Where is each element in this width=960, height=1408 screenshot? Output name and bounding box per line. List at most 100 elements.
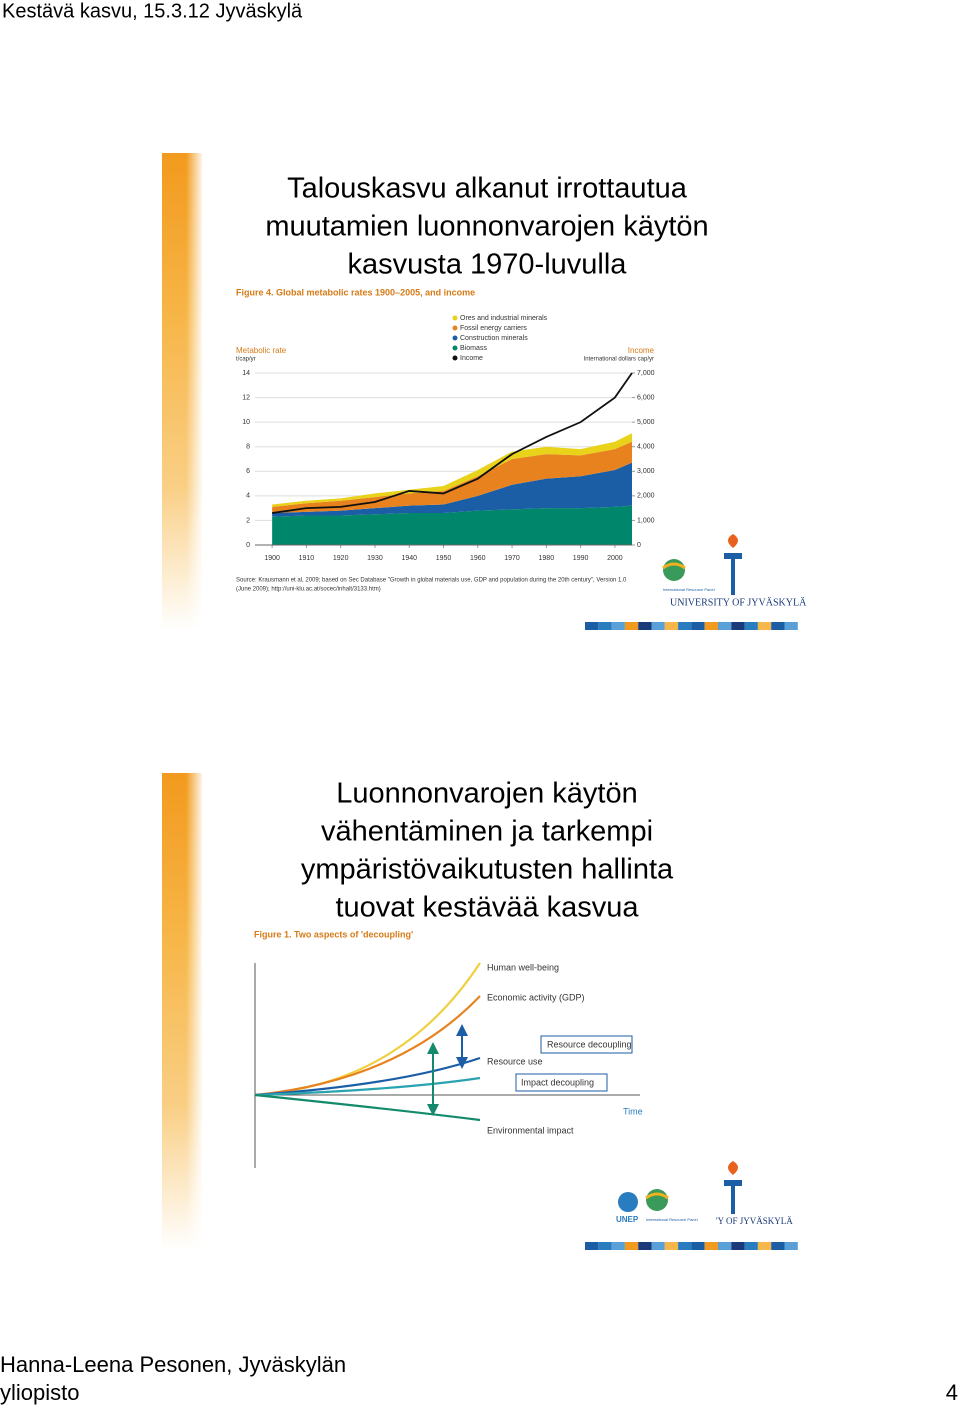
brand-block — [691, 1242, 705, 1250]
logo-torch — [731, 559, 735, 595]
decor-fade — [162, 153, 202, 630]
y2-tick-label: 3,000 — [637, 468, 655, 475]
logo-text: UNIVERSITY OF JYVÄSKYLÄ — [670, 596, 807, 608]
logo-torch — [728, 1161, 738, 1175]
brand-block — [731, 622, 745, 630]
legend-label: Income — [460, 355, 483, 362]
axis-title: Income — [628, 346, 655, 355]
brand-block — [784, 1242, 798, 1250]
brand-block — [678, 622, 692, 630]
x-tick-label: 2000 — [607, 555, 623, 562]
footer-author: Hanna-Leena Pesonen, Jyväskylän — [0, 1352, 346, 1377]
slide-title: Talouskasvu alkanut irrottautua — [287, 173, 688, 205]
legend-swatch — [452, 325, 458, 331]
logo-text: UNEP — [616, 1215, 639, 1224]
legend-swatch — [452, 335, 458, 341]
slide-title: ympäristövaikutusten hallinta — [301, 854, 674, 886]
brand-block — [744, 1242, 758, 1250]
logo-text: International Resource Panel — [646, 1217, 698, 1222]
y-tick-label: 12 — [242, 394, 250, 401]
brand-block — [771, 1242, 785, 1250]
axis-unit: International dollars cap/yr — [584, 357, 654, 363]
brand-block — [611, 1242, 625, 1250]
brand-block — [624, 1242, 639, 1250]
y2-tick-label: 5,000 — [637, 419, 655, 426]
brand-block — [757, 622, 772, 630]
logo-torch — [724, 553, 742, 559]
logo-text: International Resource Panel — [663, 587, 715, 592]
y2-tick-label: 1,000 — [637, 517, 655, 524]
brand-block — [624, 622, 639, 630]
slide — [162, 153, 202, 630]
x-tick-label: 1900 — [264, 555, 280, 562]
logo-irp — [645, 1192, 669, 1200]
x-tick-label: 1970 — [504, 555, 520, 562]
legend-label: Ores and industrial minerals — [460, 315, 548, 322]
brand-block — [771, 622, 785, 630]
logo-torch — [728, 534, 738, 548]
diagram-label: Resource decoupling — [547, 1039, 632, 1049]
x-tick-label: 1930 — [367, 555, 383, 562]
slide-title: vähentäminen ja tarkempi — [321, 816, 653, 848]
y2-tick-label: 7,000 — [637, 370, 655, 377]
area — [272, 433, 632, 507]
area — [272, 462, 632, 517]
curve-impact — [254, 1076, 481, 1097]
diagram-label: Resource use — [487, 1056, 543, 1066]
legend-label: Biomass — [460, 345, 487, 352]
curve-wellbeing — [254, 962, 481, 1097]
x-tick-label: 1950 — [436, 555, 452, 562]
slide — [162, 773, 202, 1250]
area — [272, 441, 632, 514]
curve-environment — [254, 1093, 481, 1122]
y-tick-label: 4 — [246, 493, 250, 500]
decor-fade — [162, 773, 202, 1250]
brand-block — [718, 622, 732, 630]
diagram-label: Economic activity (GDP) — [487, 992, 585, 1002]
brand-block — [664, 1242, 679, 1250]
footer-author: yliopisto — [0, 1380, 79, 1405]
label-box — [515, 1073, 608, 1092]
diagram-label: Environmental impact — [487, 1125, 574, 1135]
brand-block — [598, 1242, 612, 1250]
slide-title: kasvusta 1970-luvulla — [348, 249, 628, 281]
logo-irp — [662, 562, 686, 570]
decoupling-diagram — [254, 962, 640, 1168]
header: Kestävä kasvu, 15.3.12 Jyväskylä — [2, 0, 303, 22]
logo-torch — [731, 1186, 735, 1214]
curve-gdp — [254, 995, 481, 1097]
brand-block — [638, 622, 652, 630]
x-tick-label: 1920 — [333, 555, 349, 562]
figure-caption: Figure 1. Two aspects of 'decoupling' — [254, 929, 413, 939]
x-tick-label: 1980 — [539, 555, 555, 562]
brand-block — [757, 1242, 772, 1250]
axis-unit: t/cap/yr — [236, 357, 256, 363]
slide-title: muutamien luonnonvarojen käytön — [265, 211, 708, 243]
logo-irp — [663, 559, 685, 581]
y2-tick-label: 6,000 — [637, 394, 655, 401]
legend-label: Construction minerals — [460, 335, 528, 342]
logo-unep — [618, 1192, 638, 1212]
source-note: (June 2009); http://uni-klu.ac.at/socec/… — [236, 587, 381, 593]
logo-torch — [724, 1180, 742, 1186]
diagram-label: Time — [623, 1106, 643, 1116]
brand-block — [651, 622, 665, 630]
logos — [618, 534, 742, 1214]
y-tick-label: 6 — [246, 468, 250, 475]
x-tick-label: 1990 — [573, 555, 589, 562]
y-tick-label: 0 — [246, 542, 250, 549]
area — [272, 505, 632, 545]
x-tick-label: 1960 — [470, 555, 486, 562]
brand-block — [744, 622, 758, 630]
brand-block — [784, 622, 798, 630]
legend-swatch — [452, 345, 458, 351]
legend-swatch — [452, 355, 458, 361]
brand-block — [678, 1242, 692, 1250]
brand-block — [638, 1242, 652, 1250]
brand-block — [691, 622, 705, 630]
brand-block — [585, 622, 599, 630]
income-line — [272, 372, 633, 514]
source-note: Source: Krausmann et al, 2009; based on … — [236, 578, 627, 584]
brand-block — [704, 622, 718, 630]
brand-bar — [585, 622, 798, 1250]
